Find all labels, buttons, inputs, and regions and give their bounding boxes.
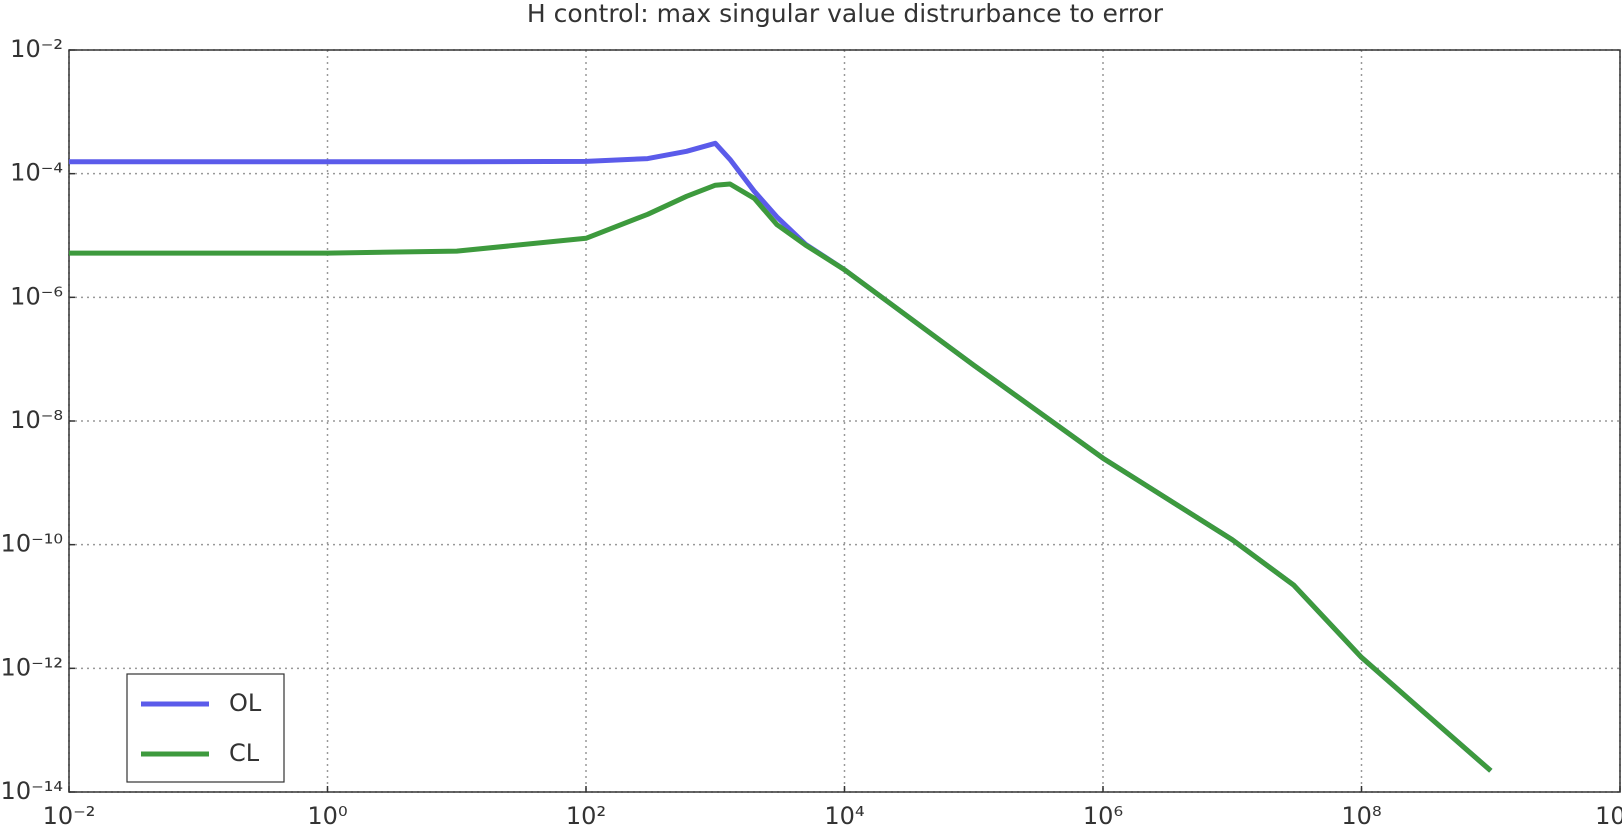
y-tick-label: 10⁻⁸ [10,406,63,434]
x-tick-label: 10⁴ [824,802,864,830]
x-tick-label: 10⁰ [307,802,347,830]
y-tick-label: 10⁻¹² [1,653,63,681]
x-tick-label: 10⁸ [1341,802,1381,830]
x-tick-label: 10⁻² [43,802,96,830]
legend-label: OL [229,689,262,717]
x-tick-label: 10² [566,802,606,830]
legend-label: CL [229,739,260,767]
y-tick-label: 10⁻⁶ [10,282,63,310]
x-tick-label: 10⁶ [1083,802,1123,830]
legend-box [126,673,285,783]
y-tick-label: 10⁻² [10,35,63,63]
plot-frame [68,49,1621,793]
y-tick-label: 10⁻¹⁰ [1,530,63,558]
chart-title: H control: max singular value distrurban… [527,0,1164,28]
y-tick-label: 10⁻¹⁴ [1,777,63,805]
series-line [69,181,1493,773]
y-tick-label: 10⁻⁴ [10,159,63,187]
